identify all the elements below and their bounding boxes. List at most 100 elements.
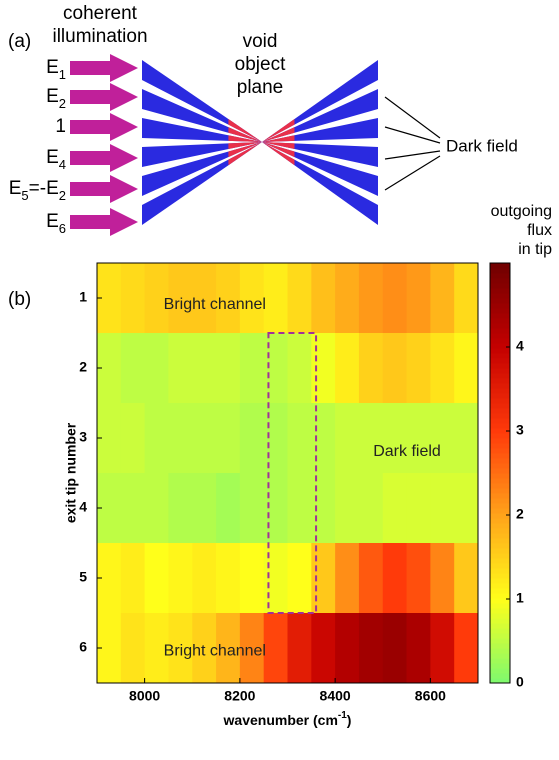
heat-cell bbox=[216, 473, 240, 543]
heat-cell bbox=[454, 333, 478, 403]
heat-cell bbox=[216, 543, 240, 613]
colorbar-swatch bbox=[490, 623, 510, 629]
colorbar-swatch bbox=[490, 493, 510, 499]
colorbar-swatch bbox=[490, 373, 510, 379]
heat-cell bbox=[288, 473, 312, 543]
heat-cell bbox=[264, 613, 288, 683]
heat-cell bbox=[264, 333, 288, 403]
heat-cell bbox=[145, 403, 169, 473]
heat-cell bbox=[192, 543, 216, 613]
colorbar-tick-label: 1 bbox=[516, 590, 524, 606]
input-arrow bbox=[70, 144, 138, 172]
heat-cell bbox=[288, 403, 312, 473]
page: (a) coherent illumination void object pl… bbox=[0, 0, 559, 760]
colorbar-label: outgoing bbox=[491, 203, 552, 220]
heat-cell bbox=[145, 543, 169, 613]
heat-cell bbox=[383, 473, 407, 543]
colorbar-swatch bbox=[490, 343, 510, 349]
heat-cell bbox=[192, 473, 216, 543]
x-label-text: ) bbox=[347, 712, 352, 728]
colorbar-swatch bbox=[490, 488, 510, 494]
heat-cell bbox=[121, 543, 145, 613]
y-tick-label: 2 bbox=[79, 359, 87, 375]
heat-cell bbox=[430, 473, 454, 543]
colorbar-swatch bbox=[490, 613, 510, 619]
heat-cell bbox=[288, 543, 312, 613]
colorbar-swatch bbox=[490, 283, 510, 289]
heat-cell bbox=[240, 333, 264, 403]
heat-cell bbox=[264, 473, 288, 543]
diagram bbox=[70, 54, 378, 236]
colorbar-swatch bbox=[490, 298, 510, 304]
input-label: E4 bbox=[46, 147, 66, 172]
colorbar-label: flux bbox=[527, 222, 552, 239]
dark-field-lines bbox=[385, 97, 440, 190]
input-label: E5=-E2 bbox=[9, 178, 66, 203]
input-arrow bbox=[70, 83, 138, 111]
colorbar-swatch bbox=[490, 288, 510, 294]
colorbar-swatch bbox=[490, 348, 510, 354]
colorbar-swatch bbox=[490, 448, 510, 454]
x-tick-label: 8000 bbox=[129, 688, 160, 704]
heat-cell bbox=[288, 333, 312, 403]
colorbar-swatch bbox=[490, 363, 510, 369]
colorbar-swatch bbox=[490, 558, 510, 564]
y-tick-label: 4 bbox=[79, 499, 87, 515]
input-label: 1 bbox=[55, 116, 66, 137]
colorbar-swatch bbox=[490, 433, 510, 439]
heat-cell bbox=[192, 403, 216, 473]
colorbar-swatch bbox=[490, 523, 510, 529]
colorbar-swatch bbox=[490, 543, 510, 549]
heat-cell bbox=[288, 613, 312, 683]
input-text: E bbox=[46, 147, 59, 168]
heat-cell bbox=[335, 333, 359, 403]
colorbar-swatch bbox=[490, 293, 510, 299]
heat-cell bbox=[216, 333, 240, 403]
colorbar-swatch bbox=[490, 358, 510, 364]
colorbar-swatch bbox=[490, 658, 510, 664]
heat-cell bbox=[121, 613, 145, 683]
colorbar-swatch bbox=[490, 418, 510, 424]
colorbar-swatch bbox=[490, 673, 510, 679]
heat-cell bbox=[264, 263, 288, 333]
heat-cell bbox=[335, 613, 359, 683]
heat-cell bbox=[359, 333, 383, 403]
colorbar-swatch bbox=[490, 393, 510, 399]
colorbar-swatch bbox=[490, 328, 510, 334]
colorbar-swatch bbox=[490, 538, 510, 544]
colorbar-swatch bbox=[490, 528, 510, 534]
colorbar-swatch bbox=[490, 608, 510, 614]
heat-cell bbox=[430, 543, 454, 613]
figure: (a) coherent illumination void object pl… bbox=[0, 0, 559, 760]
colorbar-swatch bbox=[490, 338, 510, 344]
colorbar-swatch bbox=[490, 653, 510, 659]
colorbar-swatch bbox=[490, 578, 510, 584]
colorbar-swatch bbox=[490, 503, 510, 509]
heat-cell bbox=[383, 543, 407, 613]
heat-cell bbox=[359, 543, 383, 613]
colorbar-swatch bbox=[490, 638, 510, 644]
heat-cell bbox=[383, 403, 407, 473]
heat-cell bbox=[311, 403, 335, 473]
heat-cell bbox=[121, 473, 145, 543]
colorbar-swatch bbox=[490, 628, 510, 634]
colorbar-swatch bbox=[490, 603, 510, 609]
colorbar-swatch bbox=[490, 443, 510, 449]
input-text: E bbox=[46, 57, 59, 78]
input-text: E bbox=[46, 86, 59, 107]
colorbar-swatch bbox=[490, 548, 510, 554]
heat-cell bbox=[240, 543, 264, 613]
heat-cell bbox=[145, 333, 169, 403]
colorbar-swatch bbox=[490, 518, 510, 524]
colorbar-swatch bbox=[490, 308, 510, 314]
heat-cell bbox=[430, 403, 454, 473]
heat-cell bbox=[264, 543, 288, 613]
heat-cell bbox=[454, 263, 478, 333]
heat-cell bbox=[407, 403, 431, 473]
x-label-text: wavenumber (cm bbox=[223, 712, 338, 728]
colorbar-swatch bbox=[490, 498, 510, 504]
colorbar-swatch bbox=[490, 633, 510, 639]
heat-cell bbox=[311, 263, 335, 333]
colorbar-swatch bbox=[490, 318, 510, 324]
heat-cell bbox=[240, 473, 264, 543]
